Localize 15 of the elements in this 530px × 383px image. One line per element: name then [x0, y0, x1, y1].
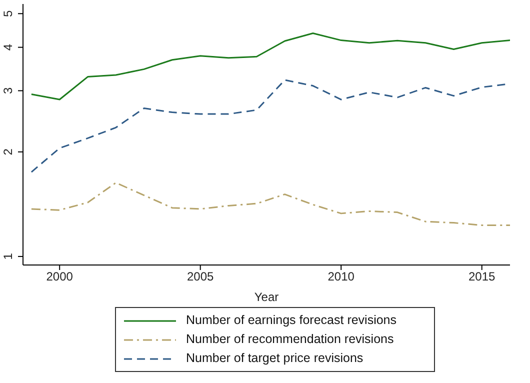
y-tick-label: 5: [1, 10, 15, 17]
x-tick-label: 2005: [186, 270, 214, 284]
y-tick-label: 1: [1, 252, 15, 260]
legend-label: Number of recommendation revisions: [186, 331, 394, 348]
line-series: [30, 32, 510, 100]
x-tick-label: 2015: [468, 270, 496, 284]
x-axis-title: Year: [254, 290, 279, 304]
y-tick-label: 4: [1, 44, 15, 51]
x-tick-label: 2000: [46, 270, 74, 284]
x-tick-label: 2010: [328, 270, 355, 284]
legend-label: Number of earnings forecast revisions: [186, 312, 397, 329]
y-tick-label: 3: [1, 87, 15, 94]
y-tick-label: 2: [1, 148, 15, 156]
line-series: [30, 182, 510, 226]
legend-label: Number of target price revisions: [186, 350, 364, 367]
